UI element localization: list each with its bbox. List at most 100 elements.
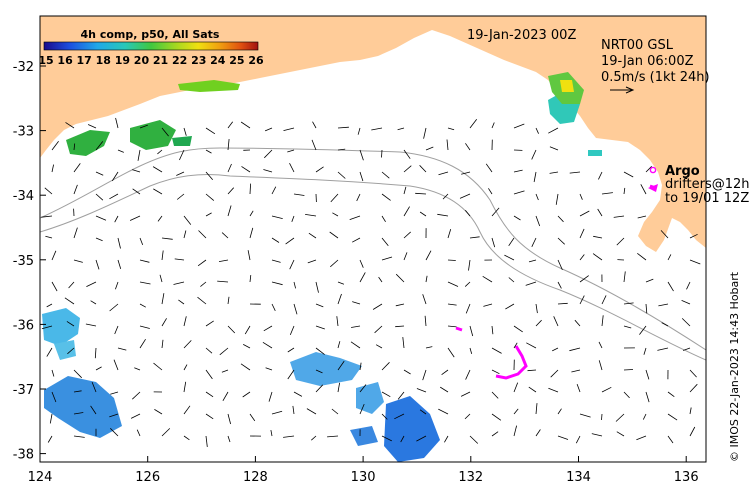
current-vector <box>263 325 273 332</box>
current-vector <box>597 208 603 217</box>
current-vector <box>157 215 163 222</box>
vector-scale-arrow <box>610 86 635 94</box>
current-vector <box>51 164 54 173</box>
current-vector <box>95 193 104 201</box>
current-vector <box>51 369 55 377</box>
current-vector <box>469 119 478 129</box>
current-vector <box>557 435 569 440</box>
current-vector <box>327 435 339 438</box>
current-vector <box>645 303 648 314</box>
current-vector <box>488 188 493 195</box>
current-vector <box>291 215 295 222</box>
current-vector <box>111 171 119 182</box>
current-vector <box>157 149 163 155</box>
current-vector <box>271 215 283 219</box>
colorbar-tick-label: 24 <box>210 54 226 67</box>
current-vector <box>200 281 207 287</box>
current-vector <box>381 256 393 261</box>
current-vector <box>468 259 471 271</box>
current-vector <box>579 275 589 283</box>
current-vector <box>307 259 317 264</box>
current-vector <box>422 369 427 381</box>
current-vector <box>336 316 339 327</box>
current-vector <box>73 390 82 393</box>
current-vector <box>381 435 392 442</box>
current-vector <box>513 215 521 221</box>
current-vector <box>616 431 625 437</box>
current-vector <box>136 429 141 437</box>
current-vector <box>371 127 383 131</box>
current-vector <box>249 227 254 239</box>
current-vector <box>109 413 119 418</box>
current-vector <box>330 259 339 268</box>
current-vector <box>308 232 317 239</box>
current-vector <box>183 381 187 393</box>
current-vector <box>161 250 164 261</box>
colorbar-tick-label: 23 <box>191 54 206 67</box>
current-vector <box>447 281 459 287</box>
y-tick-label: -38 <box>13 448 34 463</box>
current-vector <box>139 259 150 263</box>
current-vector <box>271 186 277 195</box>
current-vector <box>198 230 207 239</box>
current-vector <box>90 405 97 415</box>
current-vector <box>173 281 185 285</box>
current-vector <box>557 281 562 289</box>
current-vector <box>535 193 539 201</box>
current-vector <box>623 271 626 283</box>
current-vector <box>356 193 361 202</box>
current-vector <box>689 369 697 378</box>
current-vector <box>491 391 499 399</box>
current-vector <box>139 325 150 329</box>
current-vector <box>381 193 391 201</box>
current-vector <box>205 193 215 201</box>
current-vector <box>154 409 163 415</box>
current-vector <box>152 166 163 173</box>
current-vector <box>394 413 405 420</box>
current-vector <box>262 341 273 349</box>
current-vector <box>374 325 383 334</box>
current-vector <box>315 303 324 308</box>
current-vector <box>535 429 541 437</box>
current-vector <box>645 369 650 380</box>
current-vector <box>183 215 192 225</box>
current-vector <box>359 403 365 415</box>
current-vector <box>73 227 78 239</box>
current-vector <box>183 316 187 327</box>
sst-patch-blue-mid-4 <box>350 426 378 446</box>
current-vector <box>571 369 581 373</box>
current-vector <box>513 425 517 437</box>
current-vector <box>205 347 213 354</box>
current-vector <box>132 169 141 173</box>
drifter-legend-line1: drifters@12h <box>665 177 750 192</box>
current-vector <box>227 296 230 305</box>
current-vector <box>601 315 604 327</box>
current-vector <box>447 325 457 328</box>
current-vector <box>129 215 141 221</box>
current-vector <box>593 235 603 239</box>
current-vector <box>73 369 82 379</box>
current-vector <box>315 325 325 330</box>
current-vector <box>44 187 53 195</box>
current-vector <box>117 237 121 249</box>
current-vector <box>90 300 97 305</box>
current-vector <box>557 302 568 305</box>
current-vector <box>513 169 523 173</box>
current-vector <box>681 300 691 305</box>
y-tick-label: -37 <box>13 383 34 398</box>
current-vector <box>183 364 188 371</box>
current-vector <box>287 347 295 353</box>
current-vector <box>579 413 591 418</box>
sst-patch-green-north <box>178 80 240 92</box>
current-vector <box>447 259 456 261</box>
current-vector <box>46 303 53 308</box>
colorbar-tick-label: 21 <box>153 54 168 67</box>
current-vector <box>217 280 229 283</box>
current-vector <box>315 281 319 293</box>
current-vector <box>205 171 214 181</box>
current-vector <box>574 319 581 327</box>
current-vector <box>271 237 280 243</box>
current-vector <box>397 391 405 400</box>
current-vector <box>575 435 581 444</box>
current-vector <box>264 149 273 159</box>
